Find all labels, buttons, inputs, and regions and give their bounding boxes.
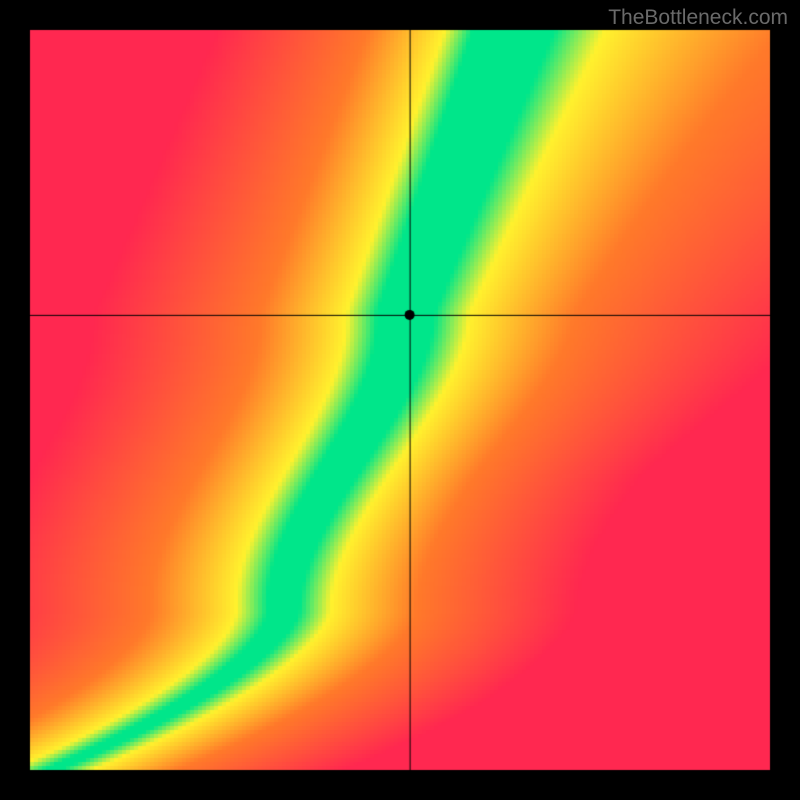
- chart-container: TheBottleneck.com: [0, 0, 800, 800]
- watermark-text: TheBottleneck.com: [608, 6, 788, 30]
- heatmap-canvas: [0, 0, 800, 800]
